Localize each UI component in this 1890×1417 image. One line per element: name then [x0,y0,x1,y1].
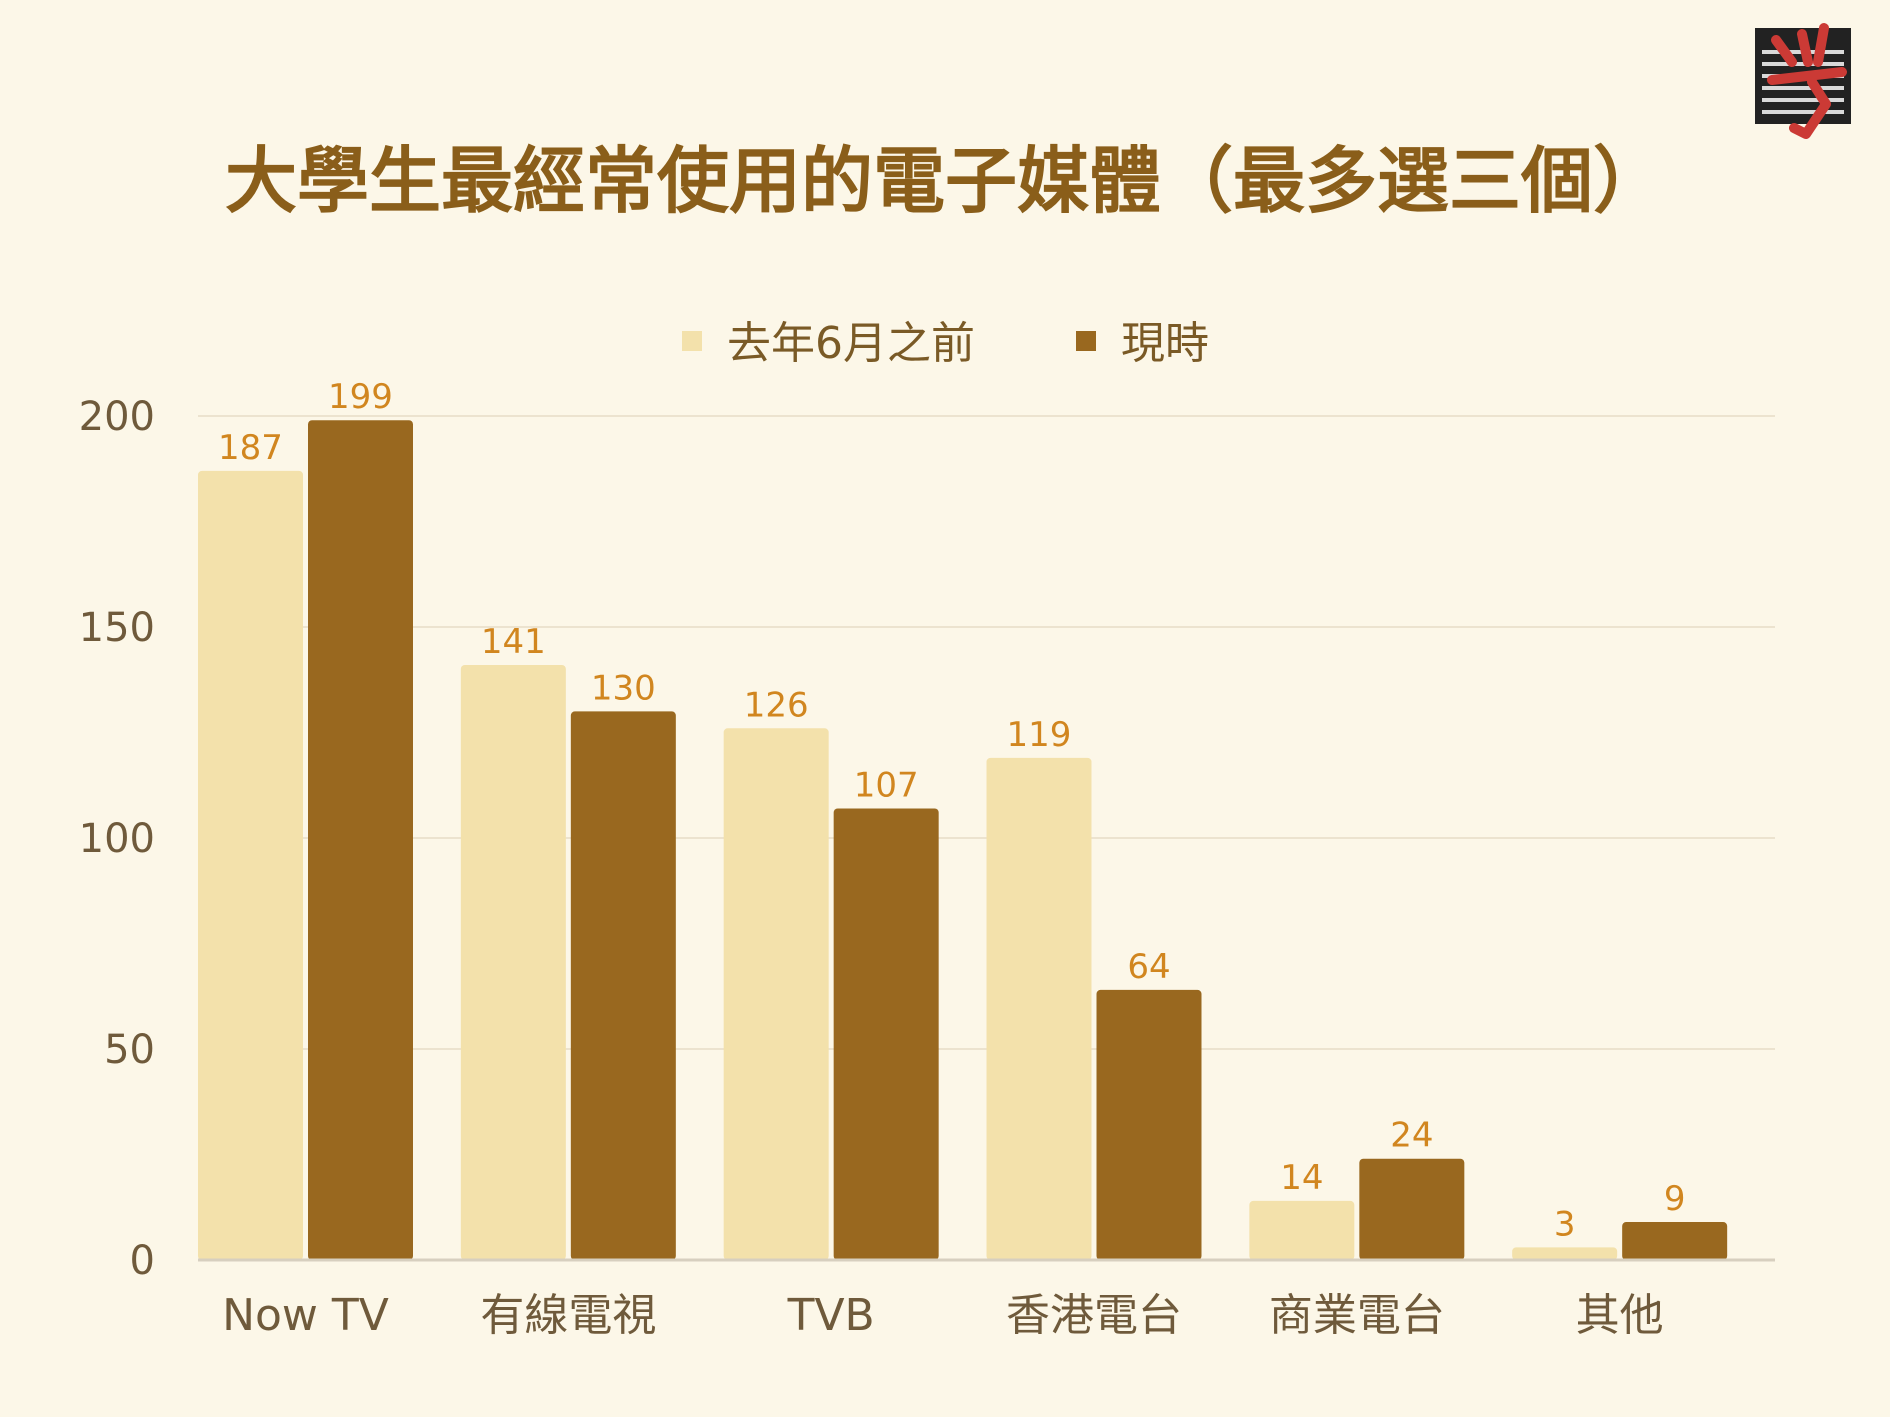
bar [460,664,566,1260]
y-tick-label: 50 [104,1027,155,1073]
x-axis-category-labels: Now TV 有線電視 TVB 香港電台 商業電台 其他 [222,1290,1664,1341]
bar [308,420,413,1261]
bar-value-label: 199 [328,377,393,417]
legend-label-before: 去年6月之前 [727,318,975,369]
category-label: 香港電台 [1006,1290,1182,1341]
legend-label-now: 現時 [1121,318,1209,369]
bar [986,757,1092,1260]
bars [198,420,1728,1261]
bar [1096,989,1202,1260]
bar-value-label: 64 [1127,947,1170,987]
bar-value-label: 107 [854,765,919,805]
legend-swatch-now [1076,331,1096,351]
y-axis-tick-labels: 0 50 100 150 200 [79,394,155,1284]
bar [1249,1200,1355,1260]
bar [198,470,303,1260]
y-tick-label: 100 [79,816,155,862]
bar [1359,1158,1465,1260]
y-tick-label: 0 [130,1238,155,1284]
bar-value-label: 119 [1007,715,1072,755]
bar [723,728,829,1260]
bar [570,711,676,1260]
bar-value-label: 3 [1554,1204,1576,1244]
category-label: Now TV [222,1290,389,1341]
bar-value-label: 14 [1280,1158,1323,1198]
category-label: TVB [787,1290,875,1341]
bar-value-label: 24 [1390,1116,1433,1156]
bar-value-label: 126 [744,685,809,725]
bar-value-label: 9 [1664,1179,1686,1219]
bar-value-label: 141 [481,622,546,662]
data-labels: 187 199 141 130 126 107 119 64 14 24 3 9 [218,377,1685,1244]
bar-value-label: 130 [591,668,656,708]
logo-stamp [1755,23,1851,139]
y-tick-label: 200 [79,394,155,440]
legend: 去年6月之前 現時 [682,318,1209,369]
bar [833,808,939,1260]
category-label: 其他 [1576,1290,1664,1341]
chart-title: 大學生最經常使用的電子媒體（最多選三個） [225,139,1665,223]
category-label: 有線電視 [480,1290,656,1341]
bar-value-label: 187 [218,428,283,468]
legend-swatch-before [682,331,702,351]
bar [1622,1222,1728,1260]
y-tick-label: 150 [79,605,155,651]
bar [1512,1247,1618,1260]
logo-brush-stroke [1767,23,1847,139]
category-label: 商業電台 [1269,1290,1445,1341]
